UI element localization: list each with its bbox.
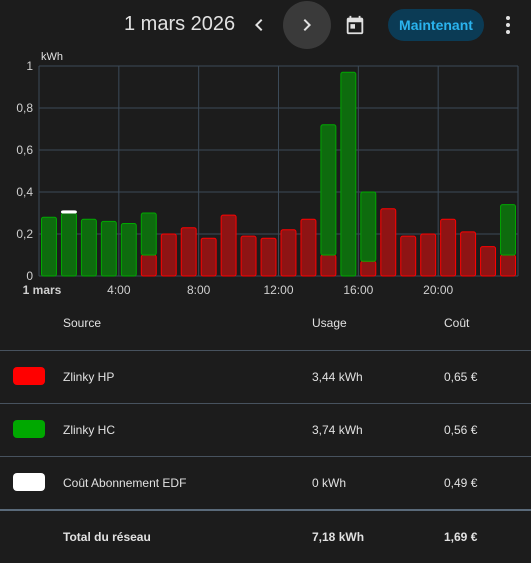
y-axis-label: kWh <box>41 51 63 63</box>
table-header: Source Usage Coût <box>0 298 531 350</box>
bar-zlinky-hc <box>80 218 97 277</box>
now-button[interactable]: Maintenant <box>388 9 484 41</box>
chevron-left-icon <box>255 19 263 31</box>
bar-zlinky-hp <box>440 218 457 277</box>
bar-zlinky-hp <box>480 246 497 277</box>
color-swatch <box>13 367 45 385</box>
bar-zlinky-hc <box>41 216 57 277</box>
source-usage: 3,74 kWh <box>312 423 363 437</box>
color-swatch <box>13 420 45 438</box>
calendar-icon <box>346 15 364 35</box>
y-tick-label: 0,6 <box>16 143 33 157</box>
date-title: 1 mars 2026 <box>124 13 236 35</box>
more-menu-button[interactable] <box>496 8 520 42</box>
table-row-total: Total du réseau 7,18 kWh 1,69 € <box>0 509 531 563</box>
y-tick-label: 1 <box>26 59 33 73</box>
next-day-button[interactable] <box>283 1 331 49</box>
y-tick-label: 0,8 <box>16 101 33 115</box>
bar-zlinky-hp <box>380 208 397 277</box>
y-tick-label: 0,4 <box>16 185 33 199</box>
calendar-button[interactable] <box>338 8 372 42</box>
bar-zlinky-hp <box>500 254 516 277</box>
x-tick-label: 12:00 <box>263 283 293 297</box>
bar-zlinky-hp <box>280 229 297 277</box>
bar-zlinky-hc <box>500 204 516 256</box>
source-cost: 0,49 € <box>444 476 478 490</box>
energy-chart: 0 0,2 0,4 0,6 0,8 1 kWh 1 mars 4:00 8:00 12:00 16:0… <box>0 48 531 298</box>
source-cost: 0,56 € <box>444 423 478 437</box>
source-usage: 3,44 kWh <box>312 370 363 384</box>
x-tick-label: 1 mars <box>23 283 62 297</box>
table-row-abonnement[interactable]: Coût Abonnement EDF 0 kWh 0,49 € <box>0 456 531 509</box>
previous-day-button[interactable] <box>235 1 283 49</box>
y-tick-label: 0 <box>26 269 33 283</box>
bar-zlinky-hp <box>460 231 477 277</box>
bar-zlinky-hp <box>320 254 337 277</box>
source-name: Zlinky HC <box>63 423 116 437</box>
bar-zlinky-hc <box>140 212 157 256</box>
bar-zlinky-hc <box>120 223 137 277</box>
total-cost: 1,69 € <box>444 530 478 544</box>
x-tick-label: 20:00 <box>423 283 453 297</box>
source-usage: 0 kWh <box>312 476 347 490</box>
y-tick-label: 0,2 <box>16 227 33 241</box>
bar-zlinky-hp <box>300 218 317 277</box>
toolbar: 1 mars 2026 Maintenant <box>0 0 531 50</box>
source-name: Zlinky HP <box>63 370 115 384</box>
x-tick-label: 16:00 <box>343 283 373 297</box>
bar-zlinky-hp <box>200 237 217 277</box>
table-row-hc[interactable]: Zlinky HC 3,74 kWh 0,56 € <box>0 403 531 456</box>
color-swatch <box>13 473 45 491</box>
table-row-hp[interactable]: Zlinky HP 3,44 kWh 0,65 € <box>0 350 531 403</box>
bar-zlinky-hp <box>400 235 417 277</box>
bar-zlinky-hc <box>340 71 357 277</box>
bar-zlinky-hp <box>420 233 437 277</box>
header-source: Source <box>63 316 102 330</box>
bar-co-t-abonnement-edf <box>60 210 77 214</box>
source-name: Coût Abonnement EDF <box>63 476 187 490</box>
header-cost: Coût <box>444 316 470 330</box>
x-tick-label: 8:00 <box>187 283 211 297</box>
bar-zlinky-hc <box>360 191 377 262</box>
bar-zlinky-hp <box>360 260 377 277</box>
x-tick-label: 4:00 <box>107 283 131 297</box>
bar-zlinky-hp <box>220 214 237 277</box>
bar-zlinky-hp <box>260 237 277 277</box>
bar-zlinky-hc <box>320 124 337 256</box>
more-vertical-icon <box>506 16 510 34</box>
bar-zlinky-hp <box>140 254 157 277</box>
energy-sources-table: Source Usage Coût Zlinky HP 3,44 kWh 0,6… <box>0 298 531 563</box>
bar-zlinky-hp <box>180 227 197 277</box>
bar-zlinky-hp <box>160 233 177 277</box>
header-usage: Usage <box>312 316 347 330</box>
chevron-right-icon <box>303 19 311 31</box>
total-label: Total du réseau <box>63 530 151 544</box>
energy-chart-svg: 0 0,2 0,4 0,6 0,8 1 kWh 1 mars 4:00 8:00 12:00 16:0… <box>16 51 519 297</box>
bar-zlinky-hc <box>100 220 117 277</box>
source-cost: 0,65 € <box>444 370 478 384</box>
bar-zlinky-hc <box>60 212 77 277</box>
bar-zlinky-hp <box>240 235 257 277</box>
total-usage: 7,18 kWh <box>312 530 365 544</box>
